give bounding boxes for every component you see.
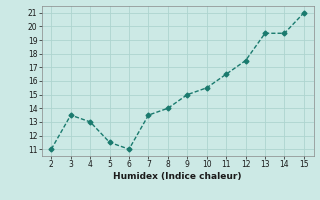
X-axis label: Humidex (Indice chaleur): Humidex (Indice chaleur) [113, 172, 242, 181]
